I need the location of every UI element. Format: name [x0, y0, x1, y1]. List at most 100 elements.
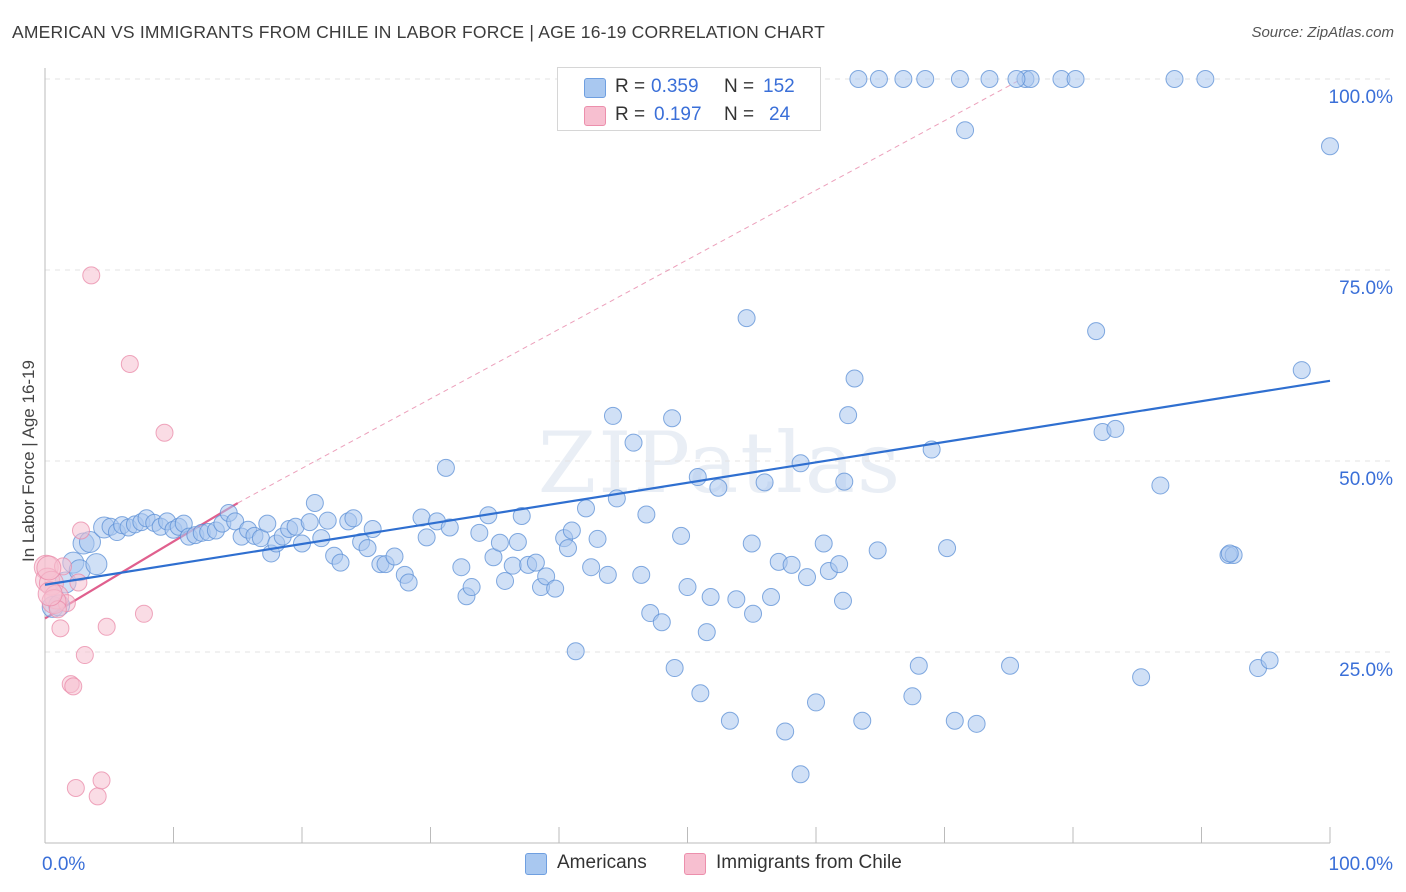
legend-n-label: N =: [724, 76, 755, 97]
americans-point: [868, 541, 887, 560]
americans-point: [417, 528, 436, 547]
y-tick-label: 25.0%: [1339, 660, 1393, 681]
americans-point: [665, 659, 684, 678]
y-axis-title: In Labor Force | Age 16-19: [19, 360, 38, 562]
americans-point: [496, 571, 515, 590]
americans-point: [588, 529, 607, 548]
americans-point: [835, 472, 854, 491]
chile-point: [37, 581, 63, 607]
legend-swatch-chile: [584, 106, 606, 126]
chile-points: [33, 266, 174, 806]
y-tick-label: 100.0%: [1329, 87, 1394, 108]
americans-point: [916, 70, 935, 88]
chile-point: [97, 617, 116, 636]
americans-point: [1292, 361, 1311, 380]
americans-point: [452, 558, 471, 577]
americans-point: [1106, 419, 1125, 438]
americans-point: [678, 578, 697, 597]
americans-point: [652, 613, 671, 632]
americans-point: [226, 512, 245, 531]
americans-point: [305, 494, 324, 513]
americans-point: [440, 518, 459, 537]
legend-r-value: 0.197: [654, 104, 702, 125]
americans-point: [490, 533, 509, 552]
legend-r-value: 0.359: [651, 76, 699, 97]
americans-point: [691, 684, 710, 703]
americans-point: [744, 604, 763, 623]
chile-point: [69, 573, 88, 592]
americans-point: [566, 642, 585, 661]
americans-point: [363, 519, 382, 538]
americans-point: [85, 553, 108, 576]
americans-point: [830, 555, 849, 574]
americans-point: [637, 505, 656, 524]
bottom-legend-swatch-americans: [525, 853, 547, 875]
chile-point: [88, 787, 107, 806]
chile-trend-extension: [237, 78, 1022, 504]
americans-point: [562, 521, 581, 540]
americans-point: [833, 591, 852, 610]
americans-point: [1007, 70, 1026, 88]
americans-point: [598, 565, 617, 584]
chile-trend-line: [44, 502, 239, 620]
americans-point: [1066, 70, 1085, 88]
americans-point: [938, 539, 957, 558]
chile-point: [75, 646, 94, 665]
legend-r-label: R =: [615, 76, 646, 97]
americans-point: [845, 369, 864, 388]
americans-point: [358, 539, 377, 558]
americans-point: [776, 722, 795, 741]
americans-point: [709, 478, 728, 497]
americans-point: [1260, 651, 1279, 670]
americans-point: [853, 711, 872, 730]
chile-point: [155, 423, 174, 442]
americans-point: [807, 693, 825, 712]
americans-point: [1220, 544, 1239, 563]
americans-point: [546, 579, 565, 598]
americans-point: [470, 523, 489, 542]
americans-point: [526, 553, 545, 572]
americans-point: [1151, 476, 1170, 495]
x-tick-label: 100.0%: [1329, 854, 1394, 875]
americans-point: [814, 534, 833, 553]
grid: [45, 78, 1395, 653]
source-label: Source: ZipAtlas.com: [1251, 24, 1394, 41]
americans-point: [894, 70, 913, 88]
chile-point: [66, 778, 85, 797]
americans-point: [603, 406, 622, 425]
chile-point: [64, 677, 83, 696]
americans-point: [903, 687, 922, 706]
legend-swatch-americans: [584, 78, 606, 98]
chile-point: [120, 354, 139, 373]
americans-point: [839, 406, 858, 425]
americans-point: [331, 553, 350, 572]
legend-n-label: N =: [724, 104, 755, 125]
americans-point: [701, 587, 720, 606]
americans-point: [582, 558, 601, 577]
chile-point: [92, 771, 111, 790]
americans-point: [576, 499, 595, 518]
americans-trend: [44, 379, 1331, 586]
americans-point: [1132, 668, 1151, 687]
chile-point: [36, 555, 62, 581]
americans-point: [312, 529, 331, 548]
americans-point: [798, 568, 817, 587]
bottom-legend-swatch-chile: [684, 853, 706, 875]
americans-point: [558, 539, 577, 558]
americans-point: [508, 532, 527, 551]
americans-point: [909, 656, 928, 675]
americans-point: [791, 765, 810, 784]
legend-row-americans: R = 0.359 N = 152: [558, 73, 820, 103]
americans-point: [755, 473, 774, 492]
chile-point: [134, 604, 153, 623]
y-tick-label: 75.0%: [1339, 278, 1393, 299]
chile-point: [82, 266, 101, 285]
legend-n-value: 24: [769, 104, 791, 125]
americans-point: [385, 547, 404, 566]
americans-point: [720, 711, 739, 730]
bottom-legend-americans: Americans: [557, 852, 647, 873]
americans-point: [956, 121, 975, 140]
chart-title: AMERICAN VS IMMIGRANTS FROM CHILE IN LAB…: [12, 22, 825, 42]
americans-point: [869, 70, 888, 88]
